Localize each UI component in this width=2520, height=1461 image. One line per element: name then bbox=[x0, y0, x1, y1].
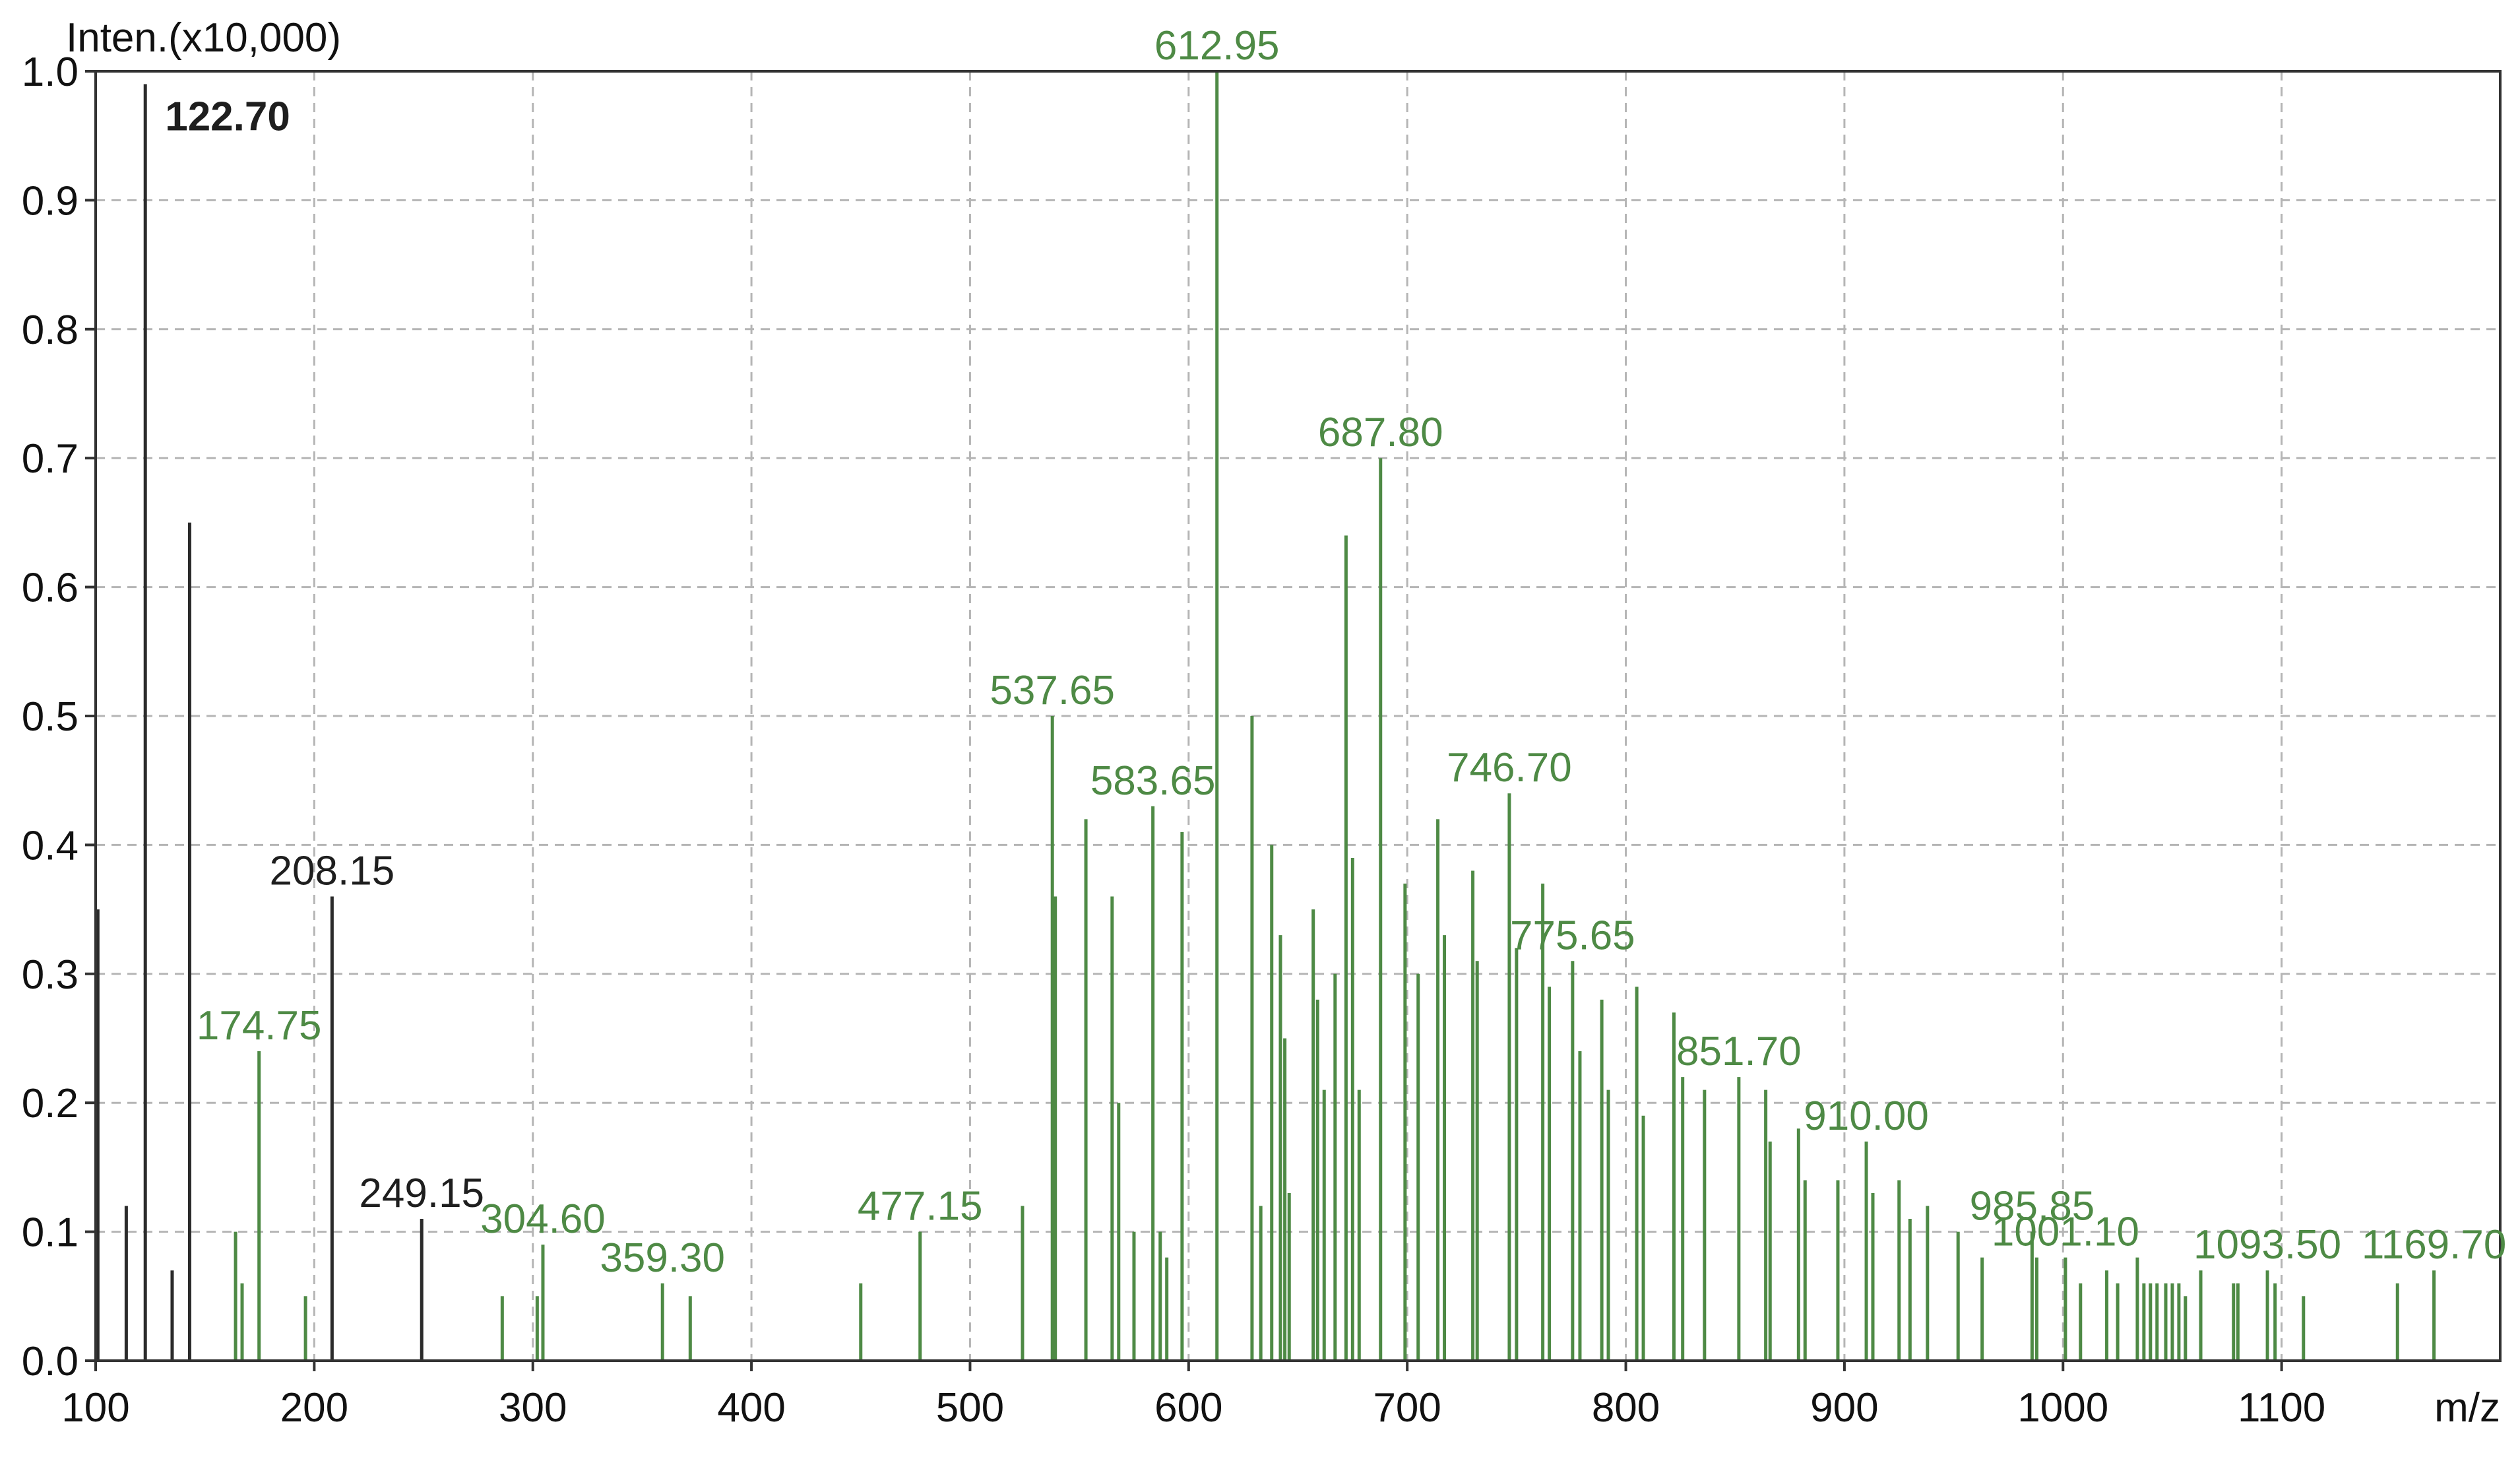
peak-label: 1169.70 bbox=[2362, 1222, 2507, 1268]
y-tick-label: 0.2 bbox=[22, 1081, 79, 1126]
axes bbox=[85, 70, 2502, 1371]
y-tick-label: 0.3 bbox=[22, 952, 79, 998]
peaks bbox=[96, 71, 2436, 1361]
x-tick-label: 300 bbox=[499, 1385, 567, 1431]
peak-label: 122.70 bbox=[165, 94, 290, 140]
peak-label: 985.85 bbox=[1970, 1184, 2095, 1229]
x-tick-label: 600 bbox=[1154, 1385, 1222, 1431]
gridlines bbox=[94, 70, 2500, 1362]
peak-label: 851.70 bbox=[1676, 1029, 1802, 1074]
y-tick-label: 0.1 bbox=[22, 1210, 79, 1256]
x-axis-title: m/z bbox=[2434, 1385, 2500, 1431]
peak-label: 477.15 bbox=[858, 1184, 983, 1229]
peak-label: 612.95 bbox=[1154, 23, 1280, 69]
tick-labels: 100 200 300 400 500 600 700 800 900 1000 1100 0.0 0.… bbox=[22, 49, 2326, 1431]
x-tick-label: 1100 bbox=[2238, 1385, 2325, 1431]
y-axis-title: Inten.(x10,000) bbox=[66, 15, 341, 61]
x-tick-label: 400 bbox=[717, 1385, 785, 1431]
x-tick-label: 500 bbox=[936, 1385, 1004, 1431]
y-tick-label: 0.6 bbox=[22, 566, 79, 611]
x-tick-label: 700 bbox=[1373, 1385, 1441, 1431]
y-tick-label: 0.0 bbox=[22, 1339, 79, 1384]
y-tick-label: 0.9 bbox=[22, 178, 79, 224]
y-tick-label: 0.7 bbox=[22, 436, 79, 482]
peak-label: 583.65 bbox=[1090, 758, 1216, 804]
x-tick-label: 800 bbox=[1592, 1385, 1660, 1431]
peak-label: 1001.10 bbox=[1992, 1210, 2139, 1255]
peak-label: 304.60 bbox=[480, 1196, 606, 1242]
y-tick-label: 0.5 bbox=[22, 694, 79, 740]
peak-label: 746.70 bbox=[1447, 745, 1572, 791]
peak-label: 910.00 bbox=[1804, 1093, 1929, 1139]
x-tick-label: 900 bbox=[1810, 1385, 1878, 1431]
y-tick-label: 1.0 bbox=[22, 49, 79, 95]
peak-label: 174.75 bbox=[197, 1003, 322, 1049]
peak-label: 687.80 bbox=[1318, 410, 1443, 455]
peak-label: 775.65 bbox=[1510, 913, 1635, 958]
peak-label: 208.15 bbox=[270, 849, 395, 894]
x-tick-label: 1000 bbox=[2017, 1385, 2108, 1431]
peak-label: 1093.50 bbox=[2193, 1222, 2341, 1268]
peak-label: 359.30 bbox=[600, 1235, 725, 1281]
peak-label: 537.65 bbox=[990, 668, 1115, 713]
y-tick-label: 0.4 bbox=[22, 823, 79, 868]
x-tick-label: 100 bbox=[61, 1385, 129, 1431]
peak-label: 249.15 bbox=[359, 1171, 484, 1216]
x-tick-label: 200 bbox=[280, 1385, 348, 1431]
y-tick-label: 0.8 bbox=[22, 308, 79, 353]
